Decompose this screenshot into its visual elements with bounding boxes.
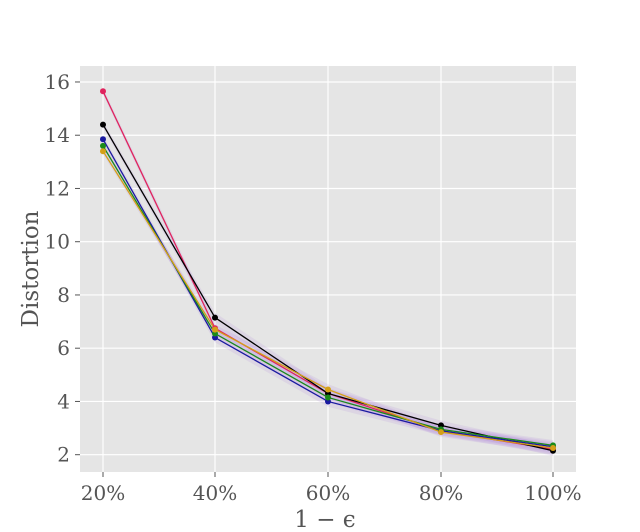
x-tick-label: 20% bbox=[81, 481, 125, 505]
data-point-s4-2 bbox=[325, 386, 331, 393]
y-tick-label: 10 bbox=[45, 230, 70, 254]
y-axis-ticks: 2 4 6 8 10 12 14 16 bbox=[45, 70, 80, 467]
x-tick-label: 100% bbox=[524, 481, 581, 505]
grid-lines bbox=[80, 66, 576, 472]
data-point-s2-0 bbox=[100, 136, 106, 143]
y-tick-label: 8 bbox=[57, 283, 70, 307]
x-axis-ticks: 20% 40% 60% 80% 100% bbox=[81, 472, 582, 505]
x-tick-label: 80% bbox=[419, 481, 463, 505]
y-tick-label: 16 bbox=[45, 70, 70, 94]
data-point-s1-0 bbox=[100, 121, 106, 128]
y-tick-label: 6 bbox=[57, 336, 70, 360]
x-axis-title: 1 − ϵ bbox=[294, 507, 355, 532]
y-tick-label: 14 bbox=[45, 123, 70, 147]
x-tick-label: 40% bbox=[193, 481, 237, 505]
data-point-s4-3 bbox=[438, 429, 444, 436]
data-point-s4-1 bbox=[212, 326, 218, 333]
series-points bbox=[100, 88, 556, 454]
data-point-s3-2 bbox=[325, 394, 331, 401]
y-tick-label: 12 bbox=[45, 176, 70, 200]
y-axis-title: Distortion bbox=[18, 210, 44, 327]
data-point-s4-4 bbox=[550, 445, 556, 452]
data-point-s0-0 bbox=[100, 88, 106, 95]
data-point-s1-1 bbox=[212, 314, 218, 321]
y-tick-label: 2 bbox=[57, 443, 70, 467]
data-point-s4-0 bbox=[100, 148, 106, 155]
y-tick-label: 4 bbox=[57, 389, 70, 413]
data-point-s3-0 bbox=[100, 142, 106, 149]
x-tick-label: 60% bbox=[306, 481, 350, 505]
